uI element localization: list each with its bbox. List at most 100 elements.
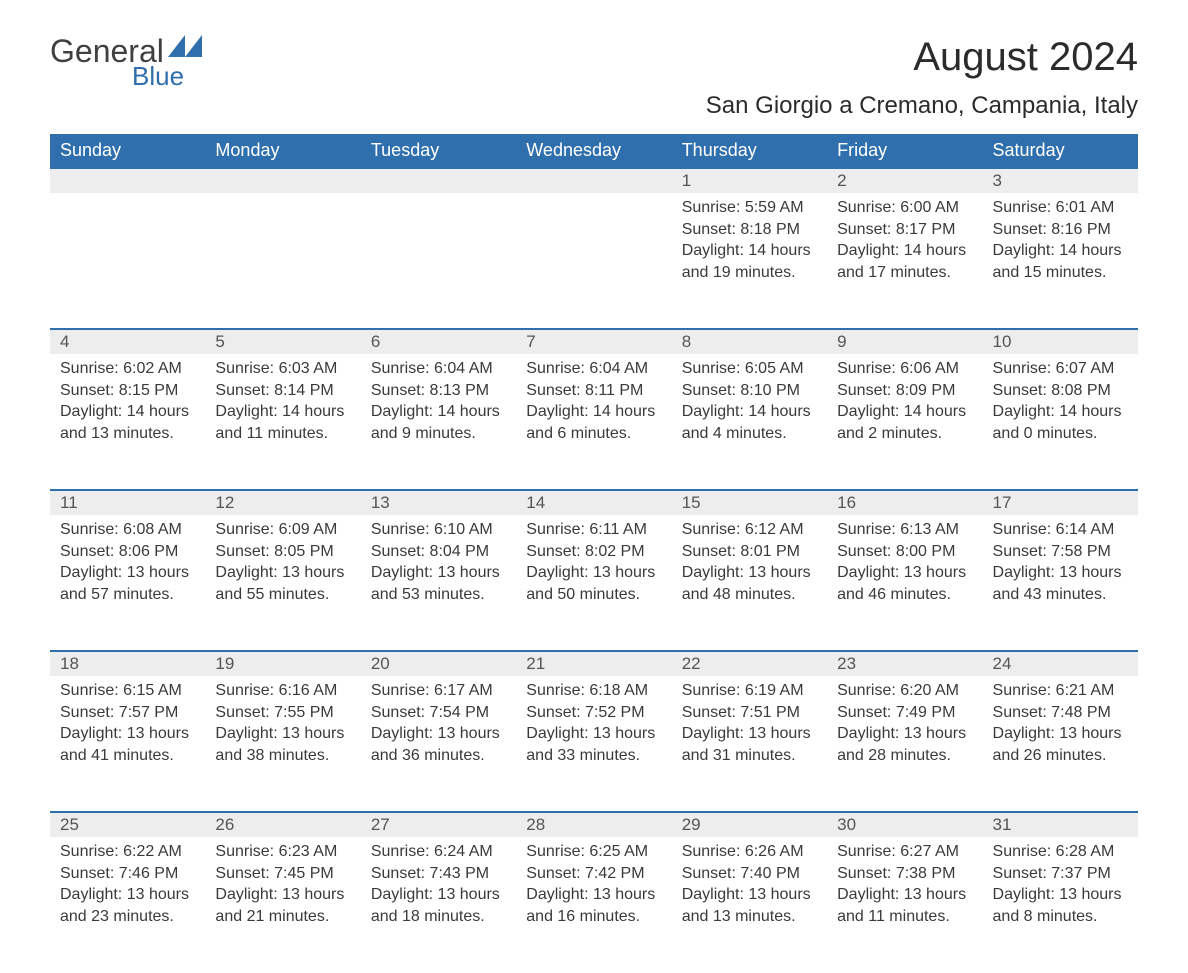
day-sunset: Sunset: 7:37 PM [993,863,1128,885]
day-number-cell: 23 [827,651,982,676]
day-sunrise: Sunrise: 6:06 AM [837,358,972,380]
day-sunset: Sunset: 8:13 PM [371,380,506,402]
day-sunset: Sunset: 7:45 PM [215,863,350,885]
day-day2: and 41 minutes. [60,745,195,767]
day-data-cell: Sunrise: 6:26 AMSunset: 7:40 PMDaylight:… [672,837,827,973]
day-sunset: Sunset: 7:40 PM [682,863,817,885]
day-sunset: Sunset: 7:46 PM [60,863,195,885]
day-sunset: Sunset: 7:51 PM [682,702,817,724]
day-number-cell [205,168,360,193]
day-sunset: Sunset: 7:42 PM [526,863,661,885]
day-sunrise: Sunrise: 6:18 AM [526,680,661,702]
day-day1: Daylight: 13 hours [993,884,1128,906]
day-day1: Daylight: 13 hours [682,884,817,906]
day-data-cell: Sunrise: 6:01 AMSunset: 8:16 PMDaylight:… [983,193,1138,329]
day-sunset: Sunset: 8:00 PM [837,541,972,563]
day-day1: Daylight: 13 hours [526,723,661,745]
day-number-cell: 10 [983,329,1138,354]
day-day2: and 18 minutes. [371,906,506,928]
day-day1: Daylight: 13 hours [837,723,972,745]
day-sunrise: Sunrise: 6:04 AM [526,358,661,380]
day-day1: Daylight: 13 hours [526,562,661,584]
header: General Blue August 2024 San Giorgio a C… [50,35,1138,120]
day-sunrise: Sunrise: 6:09 AM [215,519,350,541]
day-sunrise: Sunrise: 6:13 AM [837,519,972,541]
day-data-cell: Sunrise: 6:04 AMSunset: 8:11 PMDaylight:… [516,354,671,490]
week-daynum-row: 18192021222324 [50,651,1138,676]
day-data-cell: Sunrise: 6:23 AMSunset: 7:45 PMDaylight:… [205,837,360,973]
day-data-cell [205,193,360,329]
day-number-cell: 15 [672,490,827,515]
day-sunrise: Sunrise: 6:22 AM [60,841,195,863]
day-day2: and 17 minutes. [837,262,972,284]
day-sunset: Sunset: 7:57 PM [60,702,195,724]
weekday-header: Thursday [672,134,827,168]
day-sunrise: Sunrise: 6:26 AM [682,841,817,863]
weekday-header: Tuesday [361,134,516,168]
location-text: San Giorgio a Cremano, Campania, Italy [706,92,1138,120]
day-sunrise: Sunrise: 6:16 AM [215,680,350,702]
day-sunset: Sunset: 8:01 PM [682,541,817,563]
day-day1: Daylight: 13 hours [371,562,506,584]
day-sunset: Sunset: 8:17 PM [837,219,972,241]
day-sunset: Sunset: 8:05 PM [215,541,350,563]
day-day2: and 36 minutes. [371,745,506,767]
day-sunrise: Sunrise: 6:17 AM [371,680,506,702]
day-data-cell: Sunrise: 6:13 AMSunset: 8:00 PMDaylight:… [827,515,982,651]
weekday-header: Saturday [983,134,1138,168]
day-number-cell: 21 [516,651,671,676]
day-number-cell: 19 [205,651,360,676]
day-sunset: Sunset: 8:15 PM [60,380,195,402]
weekday-header: Wednesday [516,134,671,168]
day-day1: Daylight: 13 hours [215,562,350,584]
day-data-cell: Sunrise: 6:18 AMSunset: 7:52 PMDaylight:… [516,676,671,812]
day-day1: Daylight: 14 hours [526,401,661,423]
day-sunrise: Sunrise: 6:11 AM [526,519,661,541]
day-day1: Daylight: 13 hours [371,884,506,906]
day-number-cell [361,168,516,193]
week-data-row: Sunrise: 6:08 AMSunset: 8:06 PMDaylight:… [50,515,1138,651]
day-sunrise: Sunrise: 6:21 AM [993,680,1128,702]
day-sunrise: Sunrise: 6:08 AM [60,519,195,541]
day-day1: Daylight: 13 hours [526,884,661,906]
day-data-cell: Sunrise: 6:22 AMSunset: 7:46 PMDaylight:… [50,837,205,973]
day-day2: and 6 minutes. [526,423,661,445]
day-sunset: Sunset: 8:08 PM [993,380,1128,402]
day-sunset: Sunset: 8:11 PM [526,380,661,402]
day-day2: and 9 minutes. [371,423,506,445]
day-day2: and 8 minutes. [993,906,1128,928]
day-data-cell: Sunrise: 6:17 AMSunset: 7:54 PMDaylight:… [361,676,516,812]
week-daynum-row: 45678910 [50,329,1138,354]
day-day1: Daylight: 13 hours [60,884,195,906]
day-number-cell: 5 [205,329,360,354]
day-data-cell: Sunrise: 6:08 AMSunset: 8:06 PMDaylight:… [50,515,205,651]
day-day1: Daylight: 14 hours [682,240,817,262]
day-day1: Daylight: 14 hours [682,401,817,423]
day-number-cell [50,168,205,193]
day-sunrise: Sunrise: 6:12 AM [682,519,817,541]
day-data-cell [50,193,205,329]
day-number-cell: 3 [983,168,1138,193]
day-number-cell: 9 [827,329,982,354]
day-sunrise: Sunrise: 6:05 AM [682,358,817,380]
day-day1: Daylight: 13 hours [837,884,972,906]
day-day1: Daylight: 14 hours [993,401,1128,423]
weekday-header: Monday [205,134,360,168]
day-number-cell: 29 [672,812,827,837]
day-day2: and 46 minutes. [837,584,972,606]
day-data-cell: Sunrise: 6:03 AMSunset: 8:14 PMDaylight:… [205,354,360,490]
day-day2: and 4 minutes. [682,423,817,445]
day-sunrise: Sunrise: 6:03 AM [215,358,350,380]
day-number-cell: 28 [516,812,671,837]
day-number-cell: 30 [827,812,982,837]
day-sunrise: Sunrise: 6:28 AM [993,841,1128,863]
day-data-cell [361,193,516,329]
day-sunset: Sunset: 8:02 PM [526,541,661,563]
day-number-cell: 14 [516,490,671,515]
day-day2: and 55 minutes. [215,584,350,606]
day-day2: and 2 minutes. [837,423,972,445]
day-day2: and 0 minutes. [993,423,1128,445]
day-day1: Daylight: 14 hours [837,401,972,423]
day-data-cell: Sunrise: 6:15 AMSunset: 7:57 PMDaylight:… [50,676,205,812]
day-data-cell: Sunrise: 6:10 AMSunset: 8:04 PMDaylight:… [361,515,516,651]
